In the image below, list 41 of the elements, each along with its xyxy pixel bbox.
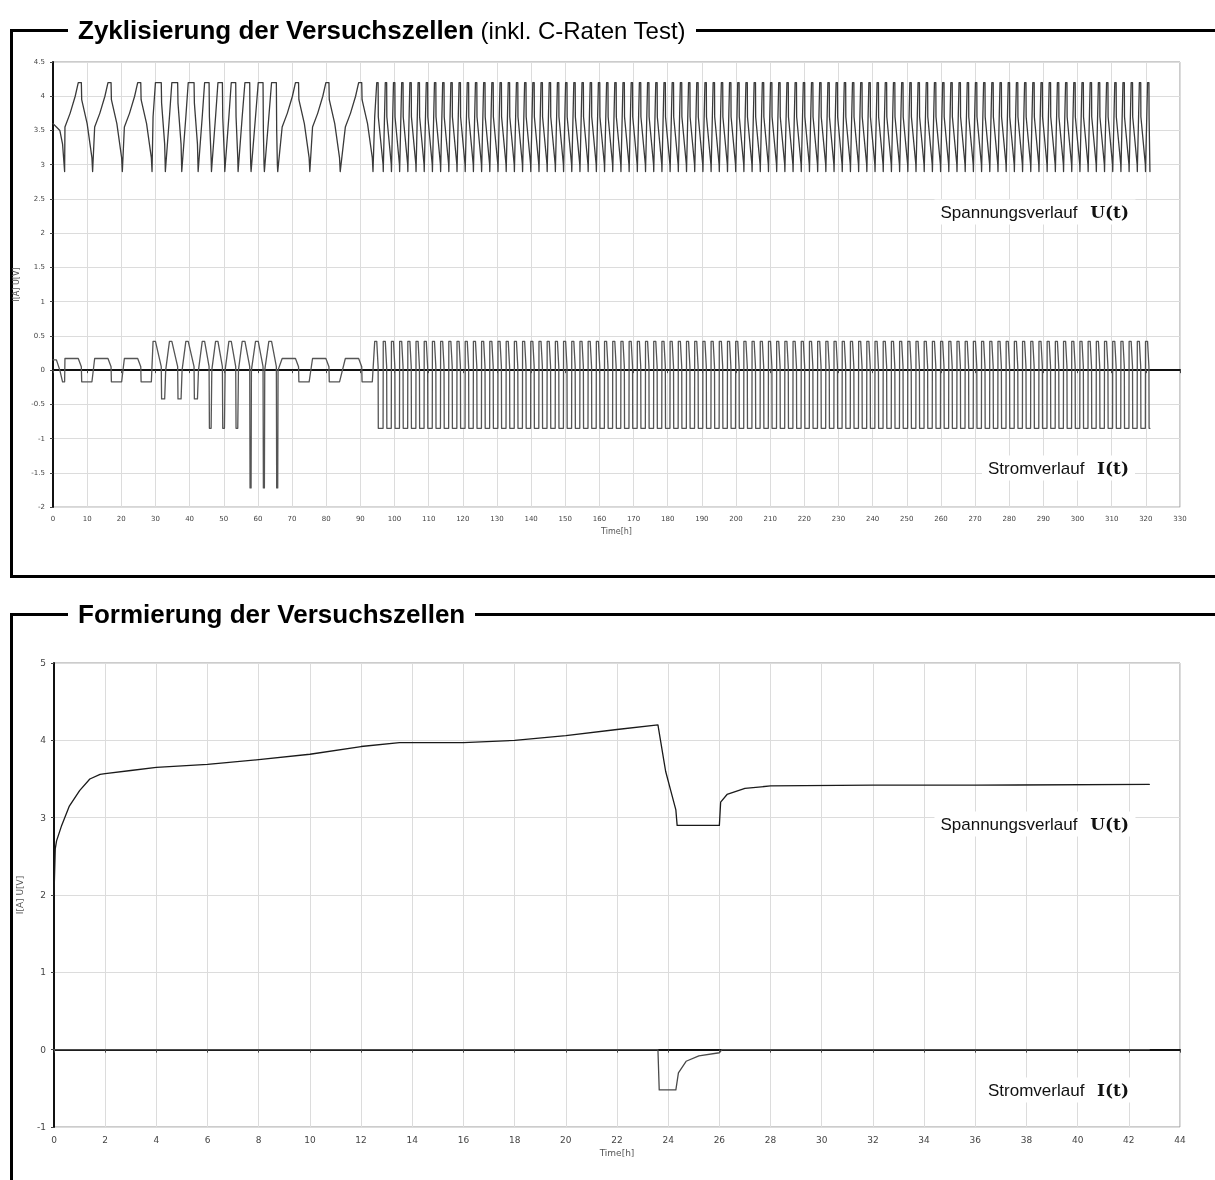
y-axis-title: I[A] U[V] — [14, 875, 25, 915]
x-tick-label: 34 — [918, 1134, 931, 1145]
chart-title: Zyklisierung der Versuchszellen — [78, 15, 474, 45]
x-tick-label: 28 — [764, 1134, 777, 1145]
x-tick-label: 22 — [611, 1134, 623, 1145]
x-tick-label: 38 — [1020, 1134, 1033, 1145]
y-axis-title: I[A] U[V] — [11, 267, 21, 302]
x-tick-label: 6 — [204, 1134, 211, 1145]
x-tick-label: 20 — [560, 1134, 572, 1145]
x-tick-label: 44 — [1174, 1134, 1186, 1145]
chart-title: Formierung der Versuchszellen — [78, 599, 466, 629]
x-tick-label: 18 — [508, 1134, 521, 1145]
x-tick-label: 36 — [969, 1134, 982, 1145]
x-tick-label: 2 — [102, 1134, 109, 1145]
x-tick-label: 10 — [304, 1134, 316, 1145]
x-axis-title: Time[h] — [598, 1148, 635, 1159]
x-tick-label: 40 — [1071, 1134, 1084, 1145]
x-tick-label: 26 — [713, 1134, 726, 1145]
x-tick-label: 8 — [255, 1134, 262, 1145]
x-tick-label: 32 — [867, 1134, 879, 1145]
y-tick-label: 0 — [40, 1044, 47, 1055]
x-tick-label: 24 — [662, 1134, 675, 1145]
x-tick-label: 0 — [51, 1134, 58, 1145]
x-axis-title: Time[h] — [600, 526, 632, 536]
series-label: Spannungsverlauf U(t) — [940, 813, 1129, 834]
y-tick-label: 4 — [40, 735, 47, 746]
y-tick-label: 2 — [40, 890, 46, 900]
y-tick-label: -1 — [37, 1122, 46, 1132]
x-tick-label: 16 — [457, 1134, 470, 1145]
series-label: Stromverlauf I(t) — [988, 457, 1129, 478]
y-tick-label: 5 — [40, 658, 46, 668]
x-tick-label: 14 — [406, 1134, 419, 1145]
x-tick-label: 42 — [1123, 1134, 1135, 1145]
series-label: Stromverlauf I(t) — [988, 1079, 1129, 1100]
y-tick-label: 3 — [40, 812, 46, 823]
chart-subtitle: (inkl. C-Raten Test) — [479, 17, 686, 44]
x-tick-label: 30 — [816, 1134, 828, 1145]
series-label: Spannungsverlauf U(t) — [940, 201, 1129, 222]
y-tick-label: 1 — [40, 967, 46, 978]
x-tick-label: 12 — [355, 1134, 367, 1145]
x-tick-label: 4 — [153, 1134, 160, 1145]
